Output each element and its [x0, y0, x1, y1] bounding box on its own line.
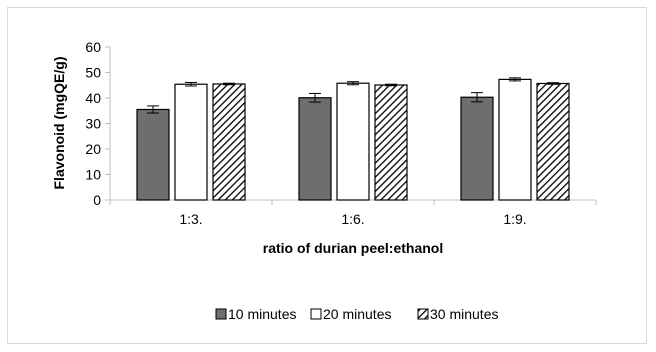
- legend-label: 20 minutes: [323, 306, 391, 322]
- legend-swatch: [310, 308, 322, 320]
- y-tick-label: 40: [85, 90, 101, 106]
- y-tick-label: 60: [85, 39, 101, 55]
- bar-10-minutes-1: [136, 108, 170, 201]
- y-tick-label: 30: [85, 116, 101, 132]
- bar-10-minutes-2: [298, 97, 332, 201]
- legend: 10 minutes 20 minutes 30 minutes: [215, 306, 498, 322]
- bar-30-minutes-3: [536, 82, 570, 201]
- bar-30-minutes-1: [212, 83, 246, 201]
- bar-10-minutes-3: [460, 96, 494, 201]
- legend-label: 30 minutes: [430, 306, 498, 322]
- y-tick-label: 20: [85, 141, 101, 157]
- y-tick-label: 10: [85, 167, 101, 183]
- bar-30-minutes-2: [374, 84, 408, 201]
- legend-swatch: [215, 308, 227, 320]
- y-tick-label: 50: [85, 65, 101, 81]
- x-tick-label: 1:6.: [341, 211, 364, 227]
- legend-label: 10 minutes: [228, 306, 296, 322]
- bar-20-minutes-3: [498, 78, 532, 201]
- x-axis: 1:3. 1:6. 1:9.: [109, 199, 597, 227]
- x-tick-label: 1:9.: [503, 211, 526, 227]
- bar-20-minutes-2: [336, 82, 370, 201]
- legend-swatch: [417, 308, 429, 320]
- y-tick-label: 0: [93, 192, 101, 208]
- bars: [136, 77, 570, 201]
- x-axis-title: ratio of durian peel:ethanol: [263, 240, 443, 256]
- y-axis-title: Flavonoid (mgQE/g): [51, 57, 67, 190]
- y-axis: 0 10 20 30 40 50 60: [85, 39, 111, 208]
- x-tick-label: 1:3.: [179, 211, 202, 227]
- bar-20-minutes-1: [174, 83, 208, 201]
